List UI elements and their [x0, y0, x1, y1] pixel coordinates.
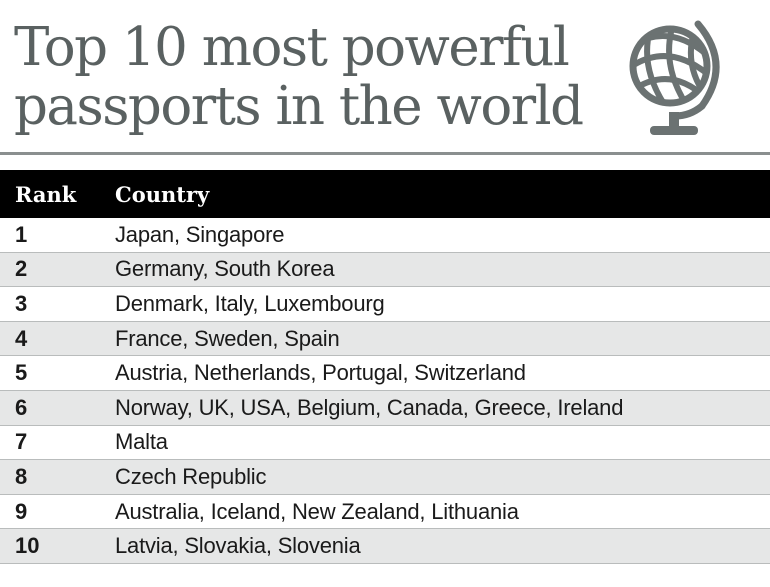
rank-cell: 4: [15, 325, 28, 351]
rank-cell: 9: [15, 498, 28, 524]
table-row: 2 Germany, South Korea: [0, 252, 770, 288]
country-cell: Germany, South Korea: [115, 256, 335, 282]
country-cell: Australia, Iceland, New Zealand, Lithuan…: [115, 498, 519, 524]
country-cell: Czech Republic: [115, 463, 267, 489]
table-row: 4 France, Sweden, Spain: [0, 321, 770, 357]
country-cell: France, Sweden, Spain: [115, 325, 340, 351]
table-row: 3 Denmark, Italy, Luxembourg: [0, 287, 770, 322]
table-row: 10 Latvia, Slovakia, Slovenia: [0, 529, 770, 564]
page-title: Top 10 most powerful passports in the wo…: [14, 18, 614, 136]
table-row: 8 Czech Republic: [0, 460, 770, 495]
rank-cell: 6: [15, 394, 28, 420]
column-header-rank: Rank: [15, 181, 77, 207]
title-area: Top 10 most powerful passports in the wo…: [0, 0, 770, 152]
country-cell: Japan, Singapore: [115, 221, 285, 247]
column-header-country: Country: [115, 181, 210, 207]
title-line-1: Top 10 most powerful: [14, 17, 570, 78]
rank-cell: 2: [15, 256, 28, 282]
rank-cell: 8: [15, 463, 28, 489]
country-cell: Denmark, Italy, Luxembourg: [115, 290, 385, 316]
globe-icon: [620, 14, 732, 140]
table-row: 7 Malta: [0, 425, 770, 461]
table-row: 6 Norway, UK, USA, Belgium, Canada, Greec…: [0, 390, 770, 426]
rank-cell: 1: [15, 221, 28, 247]
table-row: 1 Japan, Singapore: [0, 218, 770, 253]
country-cell: Austria, Netherlands, Portugal, Switzerl…: [115, 360, 526, 386]
rank-cell: 7: [15, 429, 28, 455]
country-cell: Norway, UK, USA, Belgium, Canada, Greece…: [115, 394, 624, 420]
rank-cell: 3: [15, 290, 28, 316]
table-body: 1 Japan, Singapore 2 Germany, South Korea 3 D…: [0, 218, 770, 564]
title-divider: [0, 152, 770, 155]
passport-table: Rank Country 1 Japan, Singapore 2 Germany, …: [0, 170, 770, 564]
rank-cell: 10: [15, 533, 40, 559]
table-header: Rank Country: [0, 170, 770, 218]
country-cell: Malta: [115, 429, 168, 455]
title-line-2: passports in the world: [14, 76, 584, 137]
rank-cell: 5: [15, 360, 28, 386]
table-row: 5 Austria, Netherlands, Portugal, Switzer…: [0, 356, 770, 391]
table-row: 9 Australia, Iceland, New Zealand, Lithua…: [0, 494, 770, 530]
country-cell: Latvia, Slovakia, Slovenia: [115, 533, 361, 559]
